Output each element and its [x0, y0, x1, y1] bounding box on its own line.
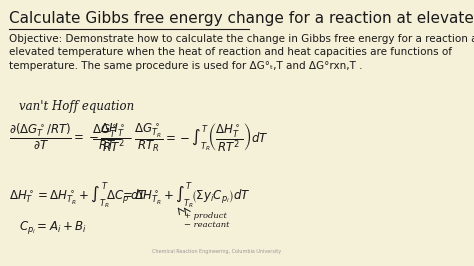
Text: $\dfrac{\partial(\Delta G_T^\circ/RT)}{\partial T} = -\dfrac{\Delta H_T^\circ}{R: $\dfrac{\partial(\Delta G_T^\circ/RT)}{\…	[9, 121, 128, 153]
Text: Objective: Demonstrate how to calculate the change in Gibbs free energy for a re: Objective: Demonstrate how to calculate …	[9, 34, 474, 71]
Text: Chemical Reaction Engineering, Columbia University: Chemical Reaction Engineering, Columbia …	[152, 249, 282, 254]
Text: $\dfrac{\Delta G_T^\circ}{RT} - \dfrac{\Delta G_{T_R}^\circ}{RT_R} = -\int_{T_R}: $\dfrac{\Delta G_T^\circ}{RT} - \dfrac{\…	[92, 121, 269, 154]
Text: + product
− reactant: + product − reactant	[184, 212, 229, 229]
Text: Calculate Gibbs free energy change for a reaction at elevated temperature: Calculate Gibbs free energy change for a…	[9, 11, 474, 26]
Text: $C_{p_i} = A_i + B_i$: $C_{p_i} = A_i + B_i$	[19, 219, 86, 236]
Text: $\Delta H_T^\circ = \Delta H_{T_R}^\circ + \int_{T_R}^{T}\!\Delta C_p\,dT$: $\Delta H_T^\circ = \Delta H_{T_R}^\circ…	[9, 180, 147, 211]
Text: $= \Delta H_{T_R}^\circ + \int_{T_R}^{T}\!\left(\Sigma y_i C_{p_i}\right)dT$: $= \Delta H_{T_R}^\circ + \int_{T_R}^{T}…	[119, 180, 250, 211]
Text: van't Hoff equation: van't Hoff equation	[19, 100, 134, 113]
